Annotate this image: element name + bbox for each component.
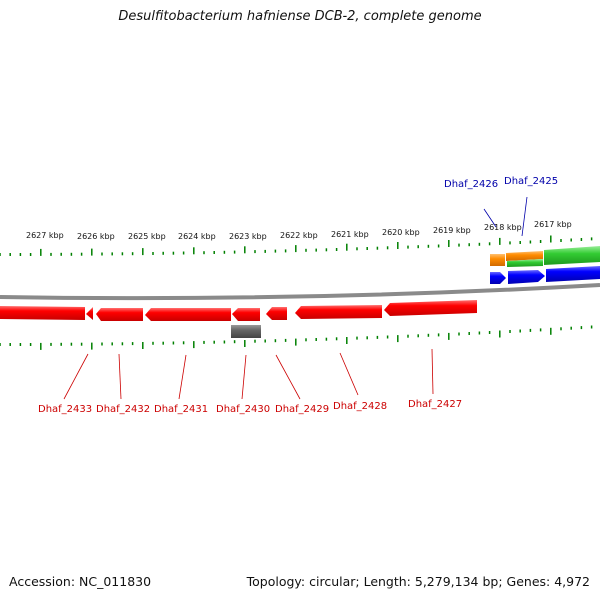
leader-dhaf-2432 [118,353,122,400]
scale-label-2618: 2618 kbp [484,223,522,232]
label-dhaf-2426[interactable]: Dhaf_2426 [444,179,498,190]
gene-dhaf-2426[interactable] [490,272,506,284]
leader-dhaf-2431 [178,354,187,400]
label-dhaf-2429[interactable]: Dhaf_2429 [275,404,329,415]
gene-dhaf-2430[interactable] [232,308,260,321]
scale-label-2624: 2624 kbp [178,232,216,241]
gene-dhaf-2425[interactable] [508,270,545,284]
scale-label-2619: 2619 kbp [433,226,471,235]
label-dhaf-2425[interactable]: Dhaf_2425 [504,176,558,187]
green-feature-1[interactable] [507,259,543,267]
reverse-scale-ticks [0,325,593,350]
leader-dhaf-2425 [521,196,528,237]
genome-summary-text: Topology: circular; Length: 5,279,134 bp… [246,574,590,589]
gene-dhaf-2427[interactable] [384,300,477,316]
leader-dhaf-2428 [339,352,359,396]
map-title: Desulfitobacterium hafniense DCB-2, comp… [118,9,482,24]
gene-dhaf-2433[interactable] [0,306,85,320]
scale-label-2621: 2621 kbp [331,230,369,239]
label-leaders [63,196,528,400]
gene-dhaf-2433-partial[interactable] [86,307,93,320]
leader-dhaf-2430 [241,354,247,400]
scale-label-2622: 2622 kbp [280,231,318,240]
scale-label-2623: 2623 kbp [229,232,267,241]
forward-strand-genes [490,246,600,284]
leader-dhaf-2433 [63,353,89,400]
leader-dhaf-2426 [483,208,497,228]
scale-label-2626: 2626 kbp [77,232,115,241]
accession-text: Accession: NC_011830 [9,574,152,589]
gene-dhaf-2432[interactable] [96,308,143,321]
leader-dhaf-2427 [431,348,434,395]
label-dhaf-2428[interactable]: Dhaf_2428 [333,401,387,412]
scale-label-2620: 2620 kbp [382,228,420,237]
gene-dhaf-2428[interactable] [295,305,382,319]
label-dhaf-2432[interactable]: Dhaf_2432 [96,404,150,415]
gene-dhaf-2424[interactable] [546,266,600,282]
label-dhaf-2431[interactable]: Dhaf_2431 [154,404,208,415]
rna-feature-dhaf-2425[interactable] [506,251,543,261]
gene-dhaf-2431[interactable] [145,308,231,321]
scale-label-2625: 2625 kbp [128,232,166,241]
gray-feature[interactable] [231,325,261,338]
forward-scale-ticks [0,235,593,256]
gene-labels: Dhaf_2433 Dhaf_2432 Dhaf_2431 Dhaf_2430 … [38,176,558,415]
scale-labels: 2627 kbp 2626 kbp 2625 kbp 2624 kbp 2623… [26,220,572,241]
label-dhaf-2433[interactable]: Dhaf_2433 [38,404,92,415]
green-feature-2[interactable] [544,246,600,265]
gene-dhaf-2429[interactable] [266,307,287,320]
genome-backbone [0,283,600,301]
scale-label-2627: 2627 kbp [26,231,64,240]
scale-label-2617: 2617 kbp [534,220,572,229]
rna-feature-dhaf-2426[interactable] [490,254,505,266]
label-dhaf-2430[interactable]: Dhaf_2430 [216,404,270,415]
label-dhaf-2427[interactable]: Dhaf_2427 [408,399,462,410]
leader-dhaf-2429 [275,354,301,400]
reverse-strand-genes [0,300,477,338]
